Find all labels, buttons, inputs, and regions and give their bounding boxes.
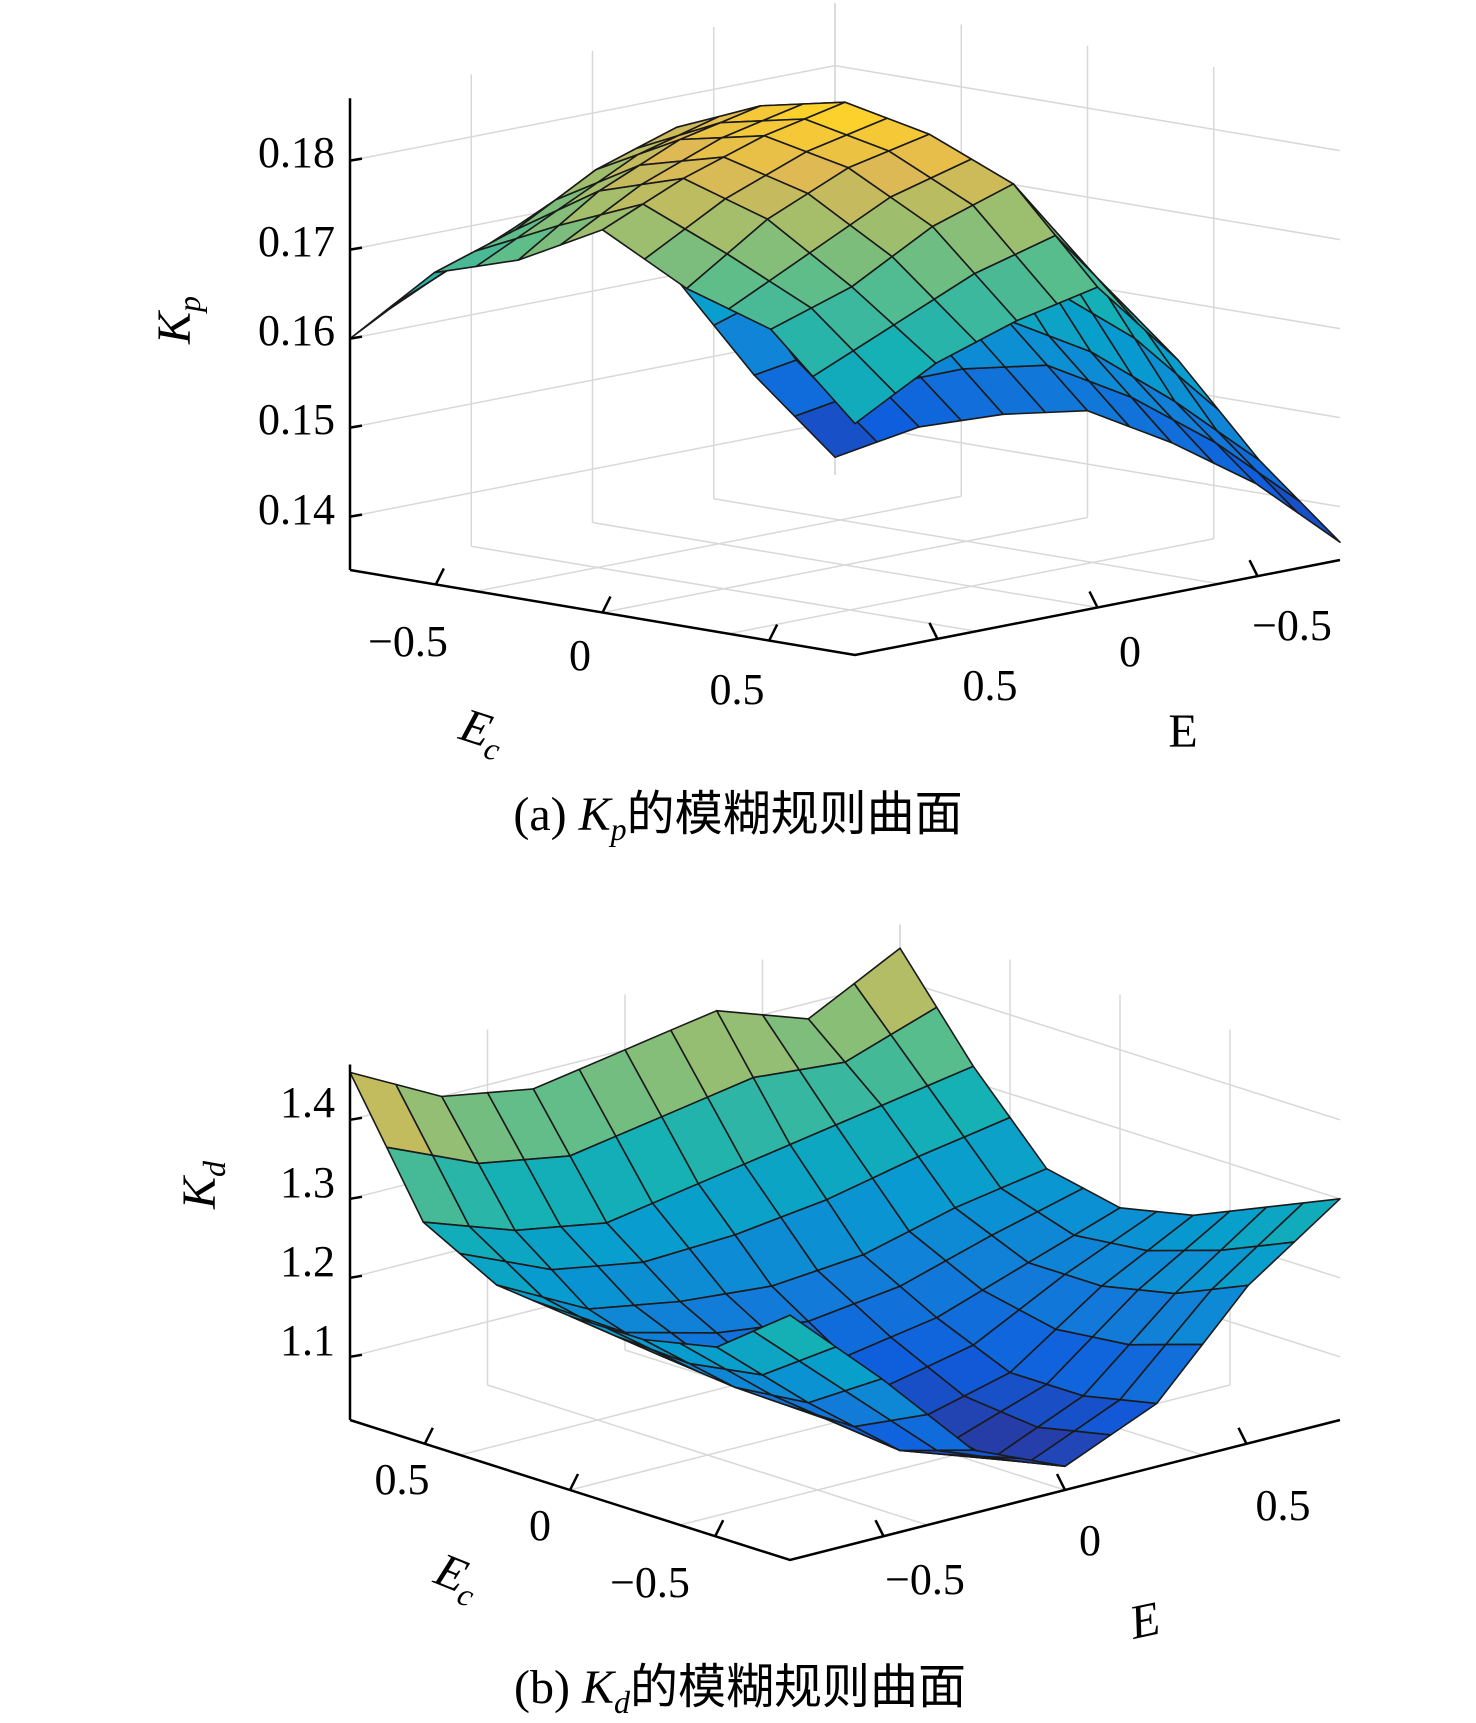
z-tick (349, 335, 363, 340)
floor-grid-line (476, 495, 962, 592)
z-tick (349, 1195, 363, 1201)
x-tick-label: −0.5 (610, 1558, 690, 1607)
y-tick (1248, 559, 1259, 577)
x-tick (768, 623, 779, 642)
z-tick-label: 0.17 (258, 217, 335, 266)
z-tick (349, 1353, 363, 1359)
x-axis-label: Ec (451, 698, 512, 768)
y-tick (1237, 1427, 1248, 1445)
z-tick (349, 246, 363, 251)
z-axis-label: Kp (148, 296, 207, 345)
x-tick-label: 0.5 (375, 1455, 430, 1504)
y-axis-label: E (1168, 705, 1197, 758)
x-tick-label: 0.5 (710, 665, 765, 714)
z-tick (349, 1274, 363, 1280)
surface-patch (812, 349, 897, 425)
y-tick (874, 1519, 885, 1537)
surface-chart-kp: 0.14 0.15 0.16 0.17 0.18 Kp −0.5 0 0.5 E… (148, 3, 1341, 847)
z-tick-label: 0.15 (258, 395, 335, 444)
y-tick-label: 0.5 (963, 661, 1018, 710)
x-tick (568, 1473, 580, 1491)
z-tick (349, 1116, 363, 1122)
xy-axis-line (349, 1418, 1341, 1562)
x-tick (714, 1519, 725, 1537)
y-tick-label: −0.5 (885, 1555, 965, 1604)
z-tick-label: 0.14 (258, 485, 335, 534)
z-tick-label: 1.2 (280, 1237, 335, 1286)
surface-patch (1214, 441, 1299, 514)
xy-axis-line (349, 558, 1341, 657)
z-axis-label: Kd (173, 1160, 232, 1210)
surface-chart-kd: 1.1 1.2 1.3 1.4 Kd 0.5 0 −0.5 Ec −0.5 0 … (173, 924, 1341, 1720)
chart-caption: (a) Kp的模糊规则曲面 (513, 788, 962, 847)
y-tick-label: −0.5 (1252, 601, 1332, 650)
y-tick-label: 0 (1119, 627, 1141, 676)
axis-lines-kd (348, 1064, 1341, 1562)
surface-mesh-kp (349, 101, 1341, 544)
chart-caption: (b) Kd的模糊规则曲面 (514, 1661, 966, 1720)
x-axis-label: Ec (425, 1543, 488, 1614)
x-tick (601, 595, 612, 614)
z-tick-label: 1.1 (280, 1316, 335, 1365)
x-tick-label: −0.5 (368, 617, 448, 666)
axis-lines-kp (348, 98, 1341, 657)
y-tick (1055, 1473, 1067, 1491)
z-tick-label: 1.3 (280, 1158, 335, 1207)
y-tick-label: 0.5 (1256, 1481, 1311, 1530)
x-tick-label: 0 (569, 631, 591, 680)
z-tick-label: 0.18 (258, 128, 335, 177)
surface-patch (1256, 470, 1341, 544)
y-tick (1088, 590, 1099, 609)
z-tick (349, 424, 363, 429)
x-tick (423, 1427, 434, 1445)
floor-grid-line (602, 516, 1088, 614)
y-tick (928, 622, 939, 640)
floor-grid-line (713, 498, 1219, 585)
x-tick (434, 567, 445, 586)
z-tick (349, 513, 363, 518)
z-tick (349, 157, 363, 162)
x-tick-label: 0 (529, 1501, 551, 1550)
surface-mesh-kd (349, 947, 1341, 1468)
y-axis-label: E (1124, 1592, 1165, 1650)
y-tick-label: 0 (1079, 1516, 1101, 1565)
z-tick-label: 1.4 (280, 1078, 335, 1127)
surface-patch (752, 1314, 837, 1362)
z-tick-label: 0.16 (258, 306, 335, 355)
